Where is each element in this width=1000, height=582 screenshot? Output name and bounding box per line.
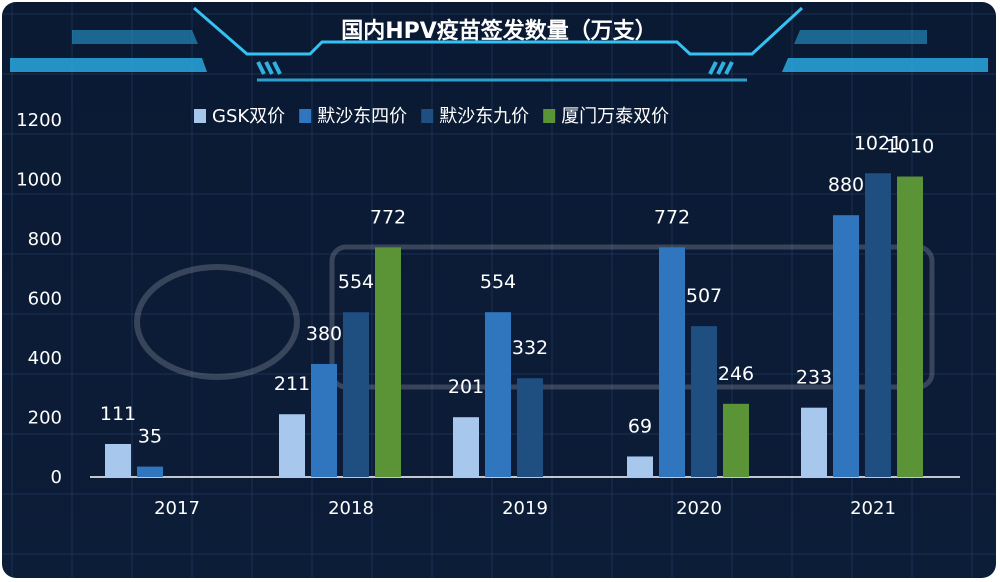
data-label: 380 — [306, 323, 342, 345]
data-label: 507 — [686, 285, 722, 307]
bar — [453, 417, 479, 477]
data-label: 1010 — [886, 136, 934, 158]
bar — [723, 403, 749, 477]
y-tick-label: 1200 — [16, 110, 62, 131]
data-label: 211 — [274, 373, 310, 395]
bar — [897, 176, 923, 477]
y-tick-label: 0 — [51, 467, 62, 488]
y-tick-label: 1000 — [16, 170, 62, 191]
data-label: 111 — [100, 403, 136, 425]
y-tick-label: 400 — [28, 348, 62, 369]
data-label: 880 — [828, 174, 864, 196]
x-tick-label: 2021 — [850, 498, 896, 519]
bar — [659, 247, 685, 477]
watermark — [134, 244, 935, 390]
data-label: 1021 — [854, 132, 902, 154]
data-label: 772 — [370, 206, 406, 228]
x-axis: 2017 2018 2019 2020 2021 — [90, 476, 960, 519]
header-ornament — [10, 6, 988, 82]
bar — [279, 414, 305, 477]
bar — [691, 326, 717, 477]
data-label: 554 — [338, 271, 374, 293]
data-label: 554 — [480, 271, 516, 293]
y-tick-label: 800 — [28, 229, 62, 250]
bars — [105, 173, 923, 477]
data-label: 246 — [718, 363, 754, 385]
legend-swatch — [421, 109, 434, 123]
data-label: 35 — [138, 426, 162, 448]
x-tick-label: 2020 — [676, 498, 722, 519]
bar — [627, 456, 653, 477]
x-tick-label: 2017 — [154, 498, 200, 519]
data-label: 772 — [654, 206, 690, 228]
data-label: 69 — [628, 415, 652, 437]
legend-swatch — [194, 109, 206, 123]
y-axis: 0 200 400 600 800 1000 1200 — [16, 110, 62, 488]
x-tick-label: 2019 — [502, 498, 548, 519]
y-tick-label: 200 — [28, 408, 62, 429]
legend-label: GSK双价 — [212, 106, 285, 127]
legend-swatch — [299, 109, 312, 123]
chart-title: 国内HPV疫苗签发数量（万支） — [341, 18, 657, 44]
data-label: 332 — [512, 337, 548, 359]
bar — [485, 312, 511, 477]
bar — [517, 378, 543, 477]
data-label: 201 — [448, 376, 484, 398]
bar — [865, 173, 891, 477]
bar — [311, 363, 337, 477]
bar — [137, 466, 163, 477]
bar — [833, 215, 859, 477]
legend-label: 默沙东九价 — [439, 106, 529, 127]
legend-label: 厦门万泰双价 — [561, 106, 669, 127]
legend-swatch — [543, 109, 556, 123]
legend: GSK双价 默沙东四价 默沙东九价 厦门万泰双价 — [194, 106, 669, 127]
bar — [105, 443, 131, 477]
data-label: 233 — [796, 367, 832, 389]
bar — [375, 247, 401, 477]
legend-label: 默沙东四价 — [317, 106, 407, 127]
bar — [801, 407, 827, 477]
x-tick-label: 2018 — [328, 498, 374, 519]
y-tick-label: 600 — [28, 289, 62, 310]
bar — [343, 312, 369, 477]
